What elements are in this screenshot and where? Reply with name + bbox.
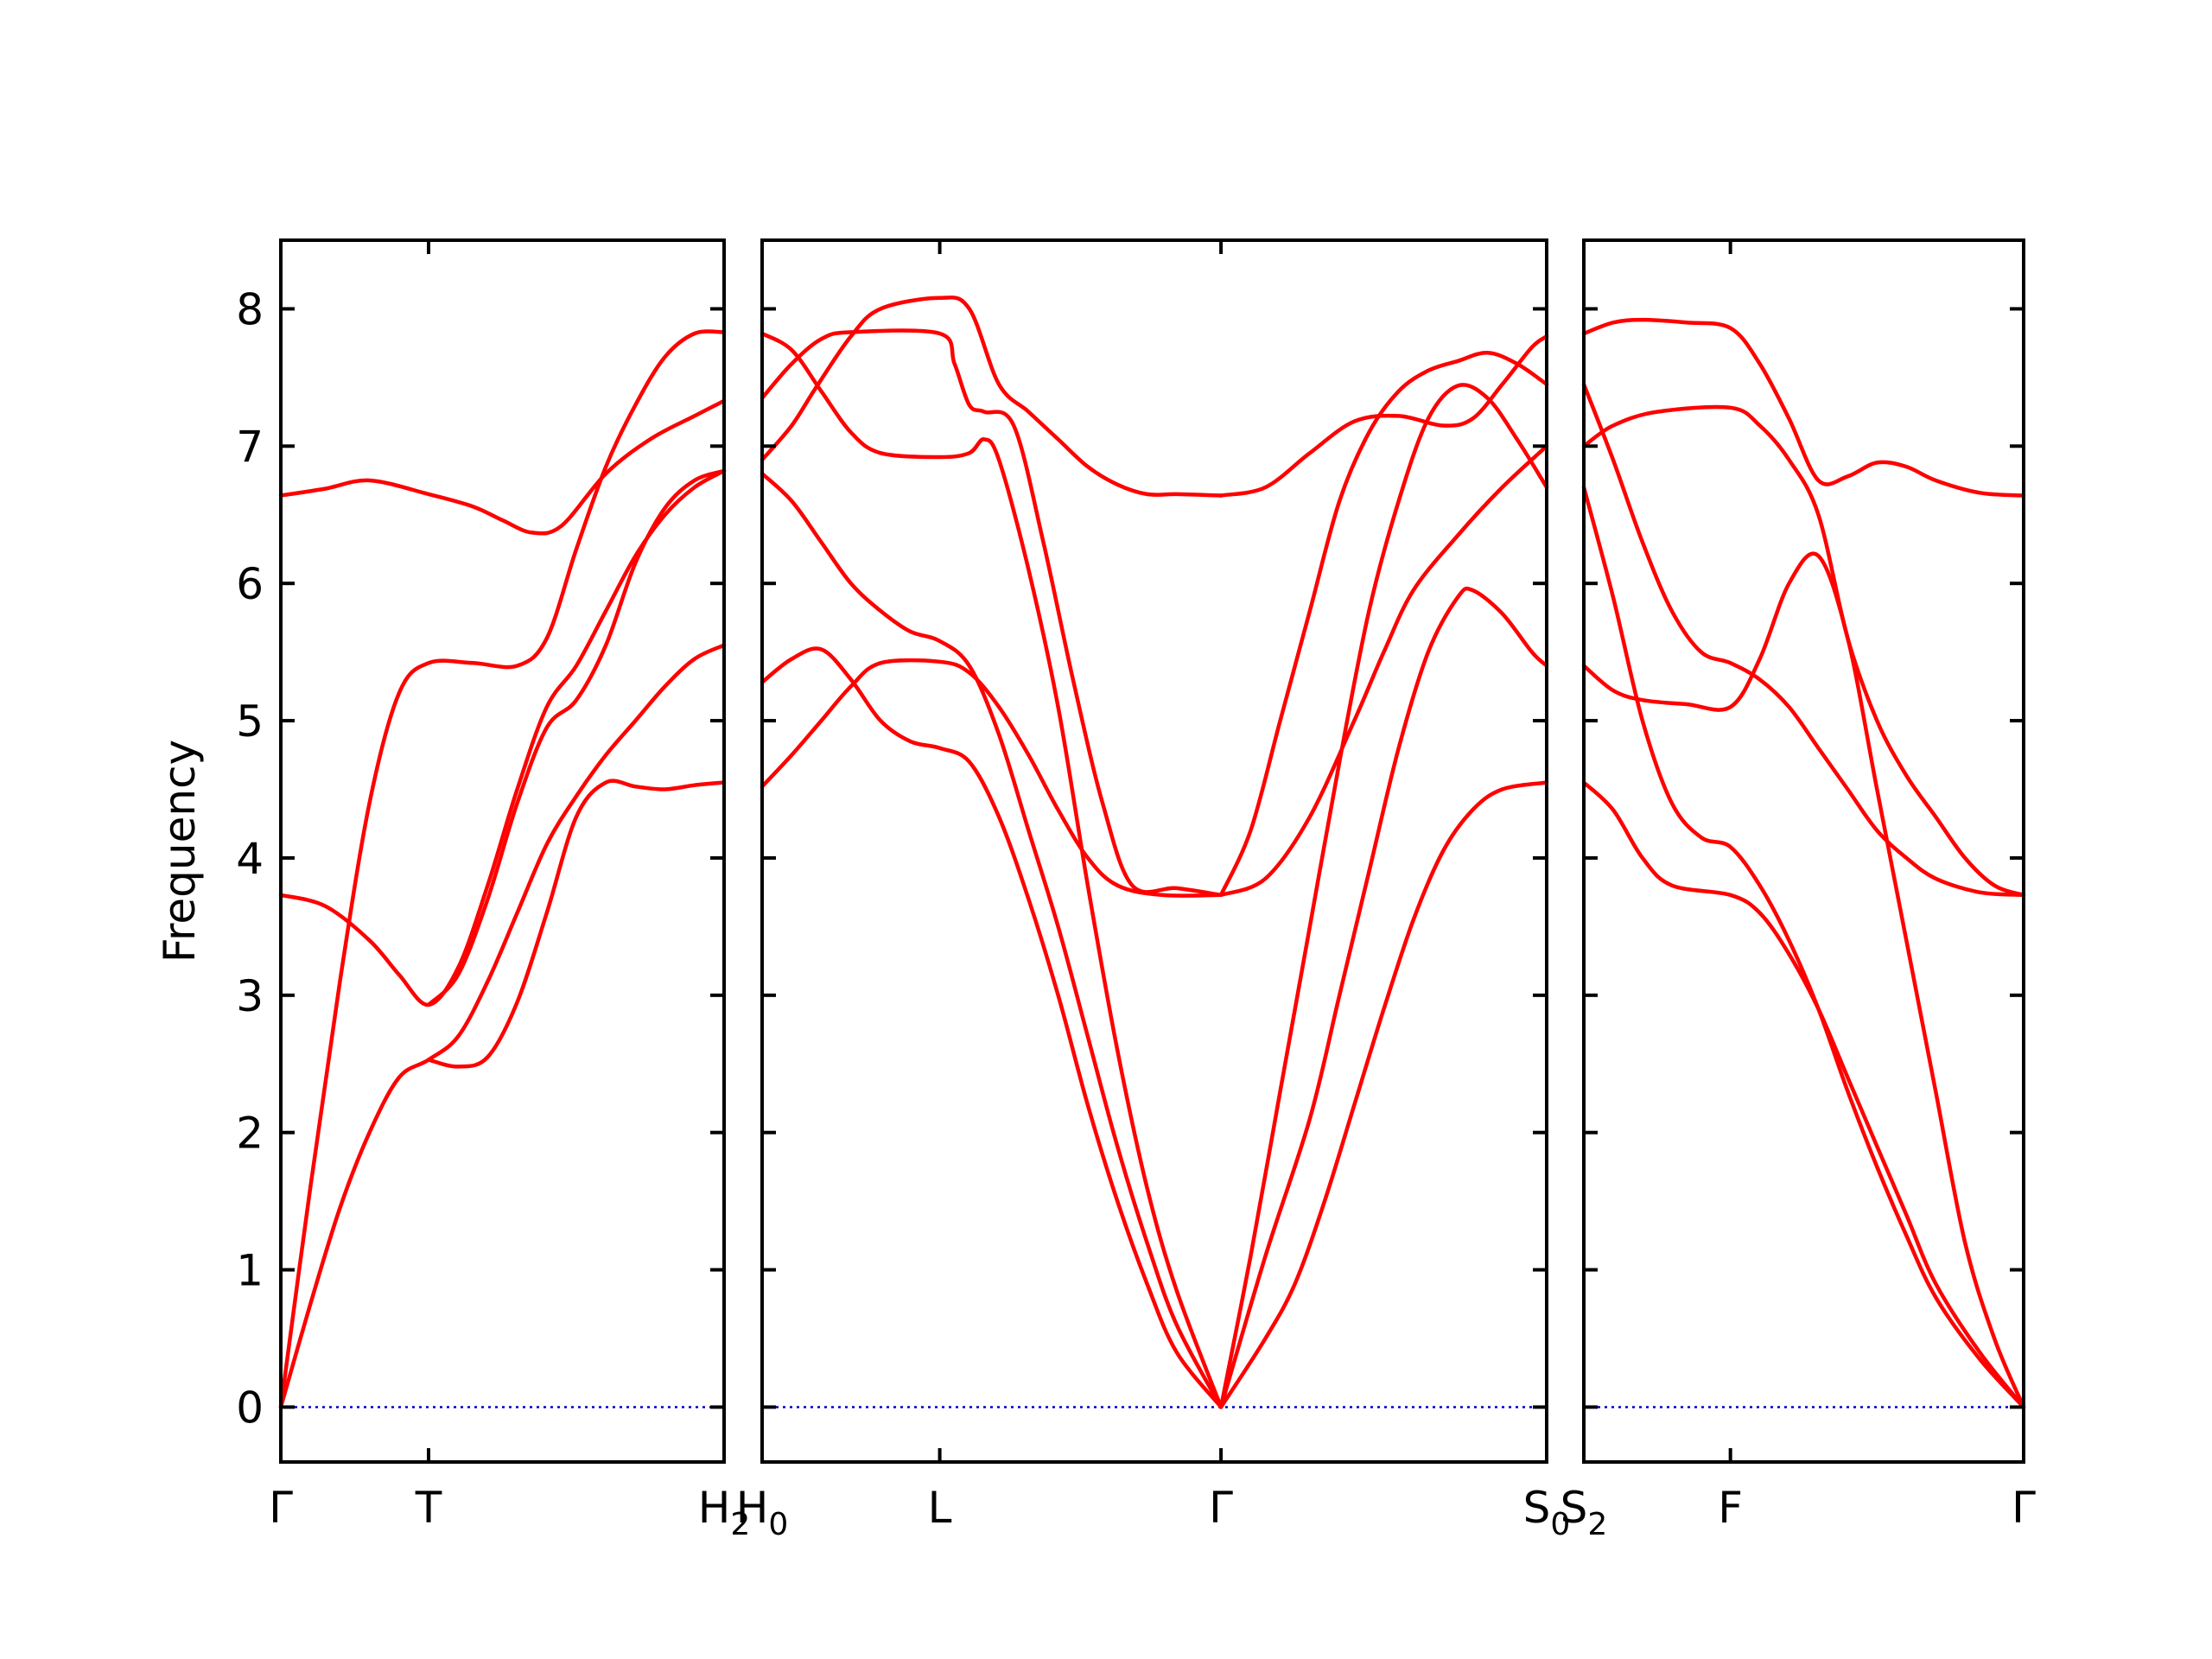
band-line-5: [760, 646, 1224, 1409]
kpoint-label: Γ: [2012, 1483, 2036, 1533]
y-axis-label: Frequency: [155, 740, 205, 963]
y-tick-label: 3: [236, 971, 264, 1021]
y-tick-label: 0: [236, 1382, 264, 1433]
band-lines: [1581, 317, 2026, 1409]
kpoint-label: T: [415, 1483, 442, 1533]
band-line-2: [1581, 404, 2026, 898]
panel-frame: [279, 238, 726, 1464]
panel-frame: [1582, 238, 2025, 1464]
y-tick-label: 7: [236, 422, 264, 472]
band-line-4: [278, 643, 727, 1409]
band-line-9: [1218, 444, 1549, 898]
band-line-2: [760, 328, 1224, 898]
band-line-5: [426, 468, 727, 1007]
y-tick-label: 5: [236, 696, 264, 747]
band-line-6: [1581, 780, 2026, 1409]
kpoint-label: F: [1718, 1483, 1743, 1533]
band-line-6: [426, 779, 727, 1069]
kpoint-subscript: 0: [768, 1507, 788, 1542]
band-line-3: [1581, 382, 2026, 898]
y-tick-label: 6: [236, 559, 264, 609]
band-line-3: [760, 296, 1224, 498]
band-line-12: [1218, 780, 1549, 1409]
band-line-4: [1581, 485, 2026, 1409]
kpoint-subscript: 0: [1550, 1507, 1570, 1542]
kpoint-subscript: 2: [1587, 1507, 1607, 1542]
panel-3: S2 F Γ: [1560, 238, 2036, 1542]
band-line-10: [1218, 383, 1549, 1409]
y-tick-label: 2: [236, 1109, 264, 1159]
band-line-1: [1581, 317, 2026, 498]
y-tick-label: 1: [236, 1246, 264, 1296]
y-tick-label: 4: [236, 834, 264, 884]
band-line-1: [278, 398, 727, 536]
y-tick-label: 8: [236, 284, 264, 334]
band-lines: [760, 296, 1549, 1409]
kpoint-label: Γ: [269, 1483, 293, 1533]
kpoint-label: L: [928, 1483, 952, 1533]
band-lines: [278, 329, 727, 1409]
band-line-1: [760, 331, 1224, 1409]
band-line-2: [278, 329, 727, 1409]
panel-2: H0 L Γ S0: [736, 238, 1570, 1542]
band-line-11: [1218, 586, 1549, 1409]
kpoint-label: Γ: [1209, 1483, 1233, 1533]
band-line-5: [1581, 551, 2026, 1409]
band-line-8: [1218, 351, 1549, 898]
panel-frame: [760, 238, 1548, 1464]
band-line-4: [760, 471, 1224, 1409]
band-line-7: [1218, 334, 1549, 498]
kpoint-subscript: 2: [730, 1507, 750, 1542]
band-line-6: [760, 658, 1224, 898]
